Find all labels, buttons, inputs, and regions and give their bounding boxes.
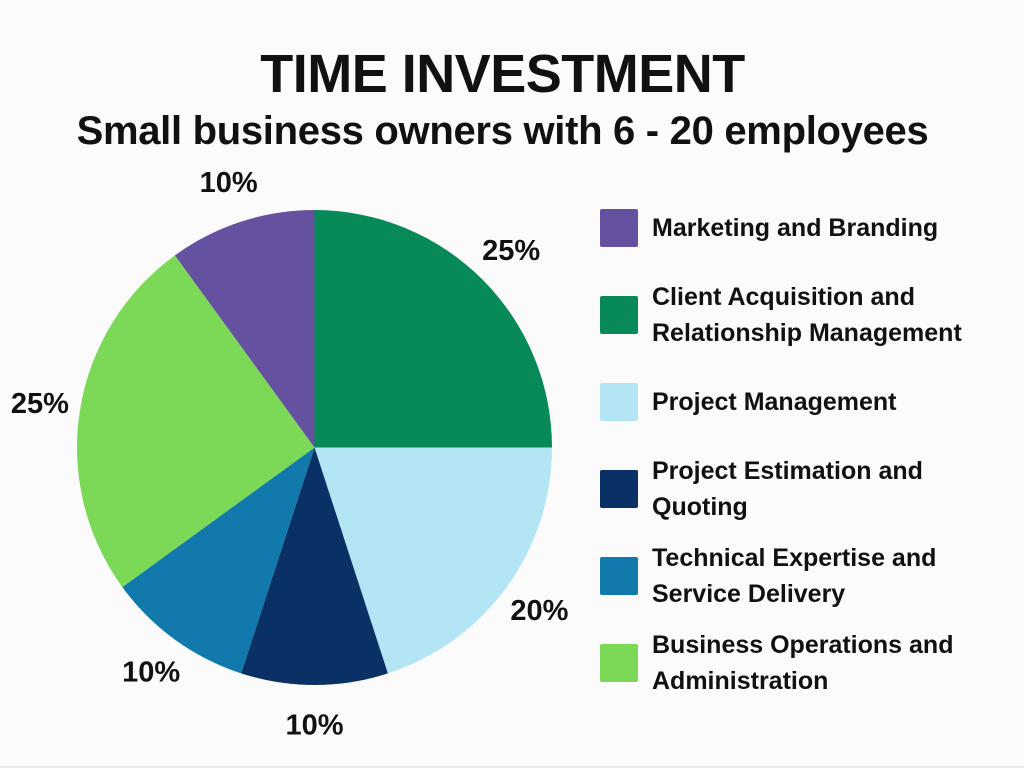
slice-data-label-3: 10% (122, 656, 180, 688)
legend-item-5: Business Operations and Administration (600, 619, 1010, 706)
chart-header: TIME INVESTMENT Small business owners wi… (0, 42, 1005, 155)
slice-data-label-2: 10% (285, 710, 343, 742)
legend-label: Business Operations and Administration (652, 630, 954, 695)
legend-swatch-icon (600, 643, 638, 682)
pie-slice-2 (241, 447, 388, 686)
legend-swatch-icon (600, 208, 638, 247)
legend-label: Client Acquisition and Relationship Mana… (652, 282, 962, 347)
legend-label: Project Management (652, 387, 897, 416)
slice-data-label-4: 25% (11, 388, 69, 420)
page-subtitle: Small business owners with 6 - 20 employ… (76, 108, 929, 153)
legend-item-4: Technical Expertise and Service Delivery (600, 532, 1010, 619)
bottom-divider (0, 766, 1024, 768)
pie-slice-4 (77, 255, 315, 588)
page-title: TIME INVESTMENT (260, 44, 745, 104)
legend-swatch-icon (600, 382, 638, 421)
legend-swatch-icon (600, 469, 638, 508)
legend-item-2: Project Management (600, 358, 1010, 445)
legend-swatch-icon (600, 295, 638, 334)
legend-label: Marketing and Branding (652, 213, 939, 242)
pie-slice-1 (314, 447, 552, 674)
pie-slice-5 (174, 210, 315, 448)
slice-data-label-0: 25% (482, 235, 540, 267)
legend-item-0: Marketing and Branding (600, 184, 1010, 271)
legend-item-3: Project Estimation and Quoting (600, 445, 1010, 532)
pie-chart: 25% 20% 10% 10% 25% 10% (11, 167, 569, 742)
legend-label: Project Estimation and Quoting (652, 456, 923, 521)
chart-legend: Marketing and Branding Client Acquisition… (600, 184, 1010, 706)
slice-data-label-1: 20% (510, 595, 568, 627)
pie-slice-0 (314, 210, 552, 448)
legend-item-1: Client Acquisition and Relationship Mana… (600, 271, 1010, 358)
slice-data-label-5: 10% (200, 167, 258, 199)
pie-slice-3 (122, 447, 315, 674)
legend-swatch-icon (600, 556, 638, 595)
legend-label: Technical Expertise and Service Delivery (652, 543, 937, 608)
